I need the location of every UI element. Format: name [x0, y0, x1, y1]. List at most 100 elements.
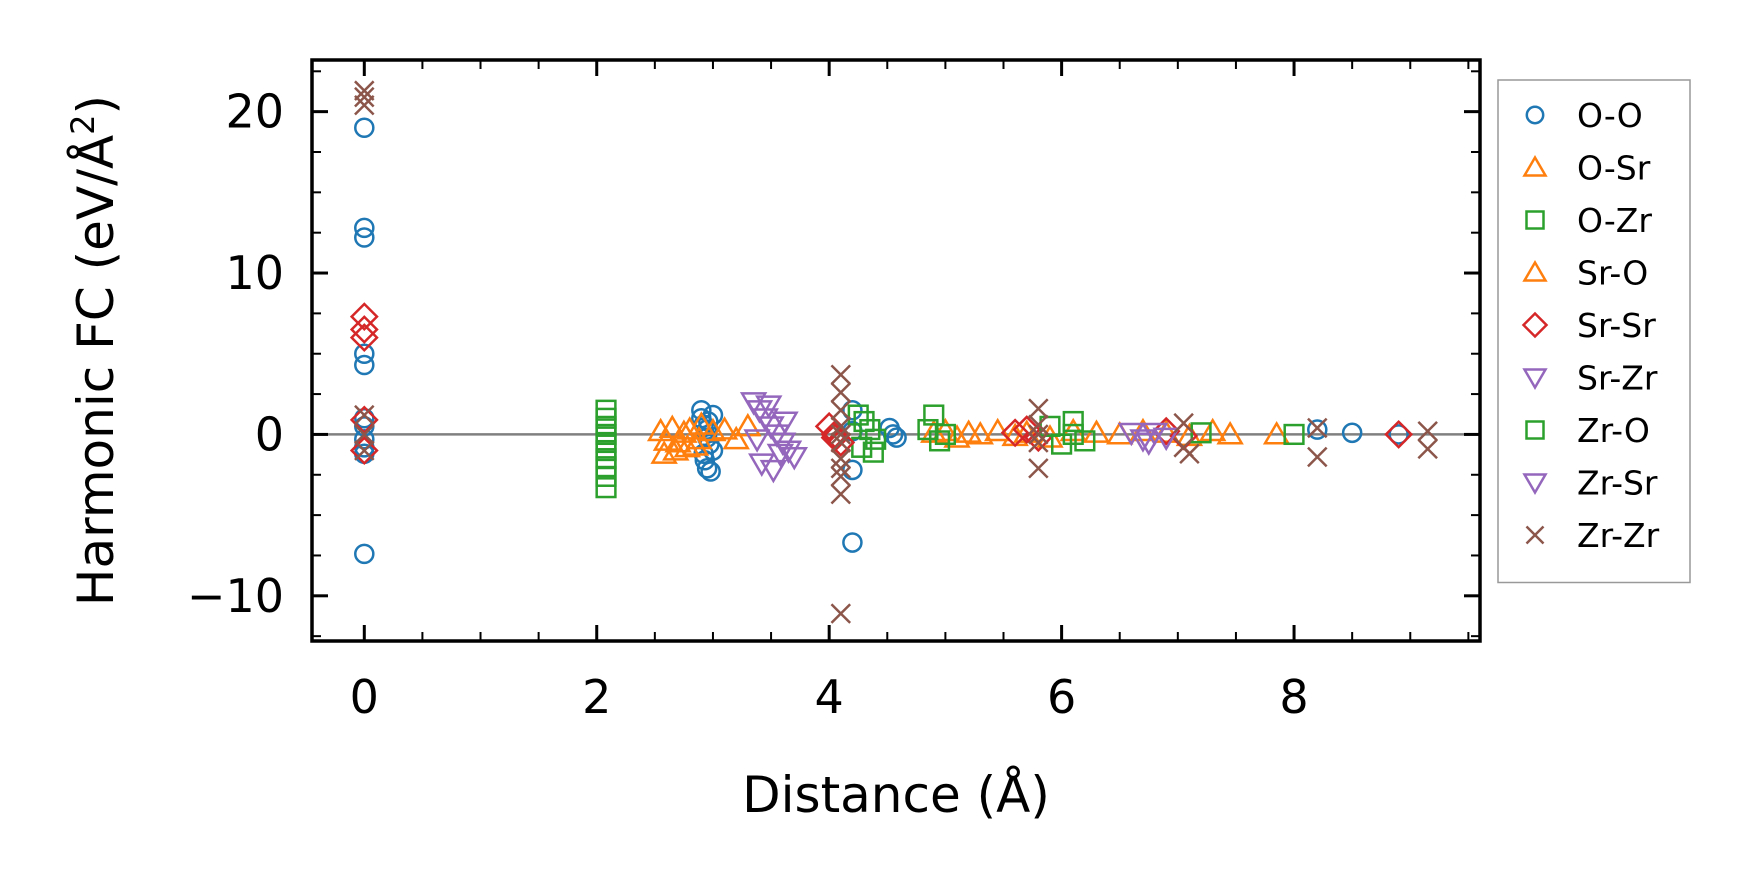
data-point-o-sr: [662, 437, 690, 461]
data-point-o-zr: [853, 410, 875, 433]
data-point-zr-o: [1074, 430, 1096, 452]
data-point-o-zr: [928, 430, 951, 452]
legend-entry: Zr-O: [1525, 411, 1650, 450]
data-point-o-o: [354, 117, 375, 139]
data-point-o-zr: [934, 423, 956, 446]
x-tick-label: 8: [1279, 670, 1308, 724]
data-point-sr-sr: [826, 428, 856, 457]
x-tick-label: 2: [582, 670, 611, 724]
data-point-sr-sr: [1384, 420, 1414, 449]
data-point-zr-zr: [830, 448, 852, 469]
data-point-zr-zr: [354, 424, 375, 445]
series-o-zr: [595, 399, 956, 499]
legend-label: O-Sr: [1577, 149, 1651, 188]
y-tick-label: 0: [255, 407, 284, 461]
data-point-zr-zr: [830, 382, 852, 403]
data-point-zr-zr: [830, 416, 852, 437]
series-o-sr: [646, 411, 1029, 464]
legend-marker: [1522, 368, 1548, 390]
data-point-o-sr: [966, 420, 994, 445]
data-markers: [349, 80, 1438, 624]
data-point-zr-zr: [830, 458, 852, 479]
legend-label: Sr-O: [1577, 254, 1648, 293]
legend-marker: [1521, 311, 1549, 339]
data-point-zr-zr: [1028, 432, 1049, 453]
data-point-o-sr: [673, 433, 702, 458]
y-axis-label: Harmonic FC (eV/Å2): [64, 95, 125, 606]
data-point-o-zr: [595, 465, 617, 487]
legend: O-O O-Sr O-Zr Sr-O Sr-Sr Sr-Zr Zr-O Zr-Sr Zr-Zr: [1497, 79, 1691, 584]
data-point-sr-zr: [771, 411, 799, 435]
x-tick-label: 0: [350, 670, 379, 724]
legend-entry: O-O: [1525, 96, 1643, 135]
data-point-zr-zr: [1028, 414, 1049, 435]
data-point-o-o: [1388, 424, 1409, 445]
data-point-zr-zr: [354, 86, 375, 108]
data-point-o-sr: [658, 414, 687, 439]
x-tick-label: 4: [815, 670, 844, 724]
legend-label: Sr-Zr: [1577, 359, 1658, 398]
data-point-o-o: [354, 217, 375, 239]
data-point-zr-zr: [1417, 438, 1438, 460]
data-point-o-o: [354, 543, 375, 565]
data-point-o-o: [691, 399, 712, 421]
data-point-zr-zr: [830, 603, 852, 624]
data-point-o-zr: [851, 436, 873, 458]
data-point-sr-zr: [780, 446, 809, 471]
data-point-o-o: [354, 428, 375, 450]
data-point-o-o: [1307, 419, 1328, 440]
data-point-zr-sr: [1135, 432, 1163, 456]
legend-marker: [1525, 105, 1545, 125]
legend-entry: Zr-Sr: [1522, 464, 1658, 503]
y-axis-label-close: ): [67, 95, 125, 115]
legend-label: O-Zr: [1577, 201, 1652, 240]
legend-entry: Sr-Sr: [1521, 306, 1656, 345]
data-point-o-o: [886, 427, 907, 448]
data-point-zr-zr: [830, 399, 852, 421]
data-point-zr-zr: [354, 404, 375, 426]
data-point-sr-sr: [349, 302, 379, 332]
data-point-o-sr: [685, 425, 713, 450]
data-point-o-o: [700, 461, 721, 482]
y-tick-label: 10: [225, 246, 284, 300]
data-point-sr-zr: [766, 443, 795, 468]
data-point-sr-sr: [349, 323, 379, 353]
data-point-sr-zr: [755, 395, 783, 419]
data-point-zr-zr: [354, 94, 375, 116]
data-point-o-zr: [862, 441, 884, 463]
data-point-zr-zr: [354, 80, 375, 101]
legend-entry: Sr-O: [1522, 254, 1648, 293]
data-point-sr-zr: [748, 453, 776, 477]
data-point-sr-sr: [1012, 415, 1042, 444]
data-point-zr-zr: [1173, 412, 1194, 434]
x-tick-label: 6: [1047, 670, 1076, 724]
series-sr-zr: [739, 392, 809, 484]
data-point-zr-zr: [1417, 420, 1438, 442]
data-point-o-sr: [931, 417, 960, 442]
legend-label: Zr-Zr: [1577, 516, 1660, 555]
data-point-sr-o: [1198, 417, 1227, 442]
data-point-zr-zr: [830, 424, 852, 445]
legend-entry: O-Sr: [1522, 149, 1651, 188]
data-point-o-o: [842, 532, 863, 553]
data-point-zr-zr: [1307, 417, 1328, 439]
data-point-o-sr: [722, 425, 750, 450]
data-point-o-o: [842, 399, 863, 421]
tick-labels: 0 2 4 6 8 −10 0 10 20: [187, 85, 1309, 724]
data-point-sr-zr: [743, 429, 771, 453]
series-zr-o: [1039, 410, 1305, 455]
legend-label: O-O: [1577, 96, 1643, 135]
data-point-o-zr: [917, 418, 939, 441]
legend-marker: [1525, 420, 1545, 440]
data-point-o-o: [354, 227, 375, 248]
data-point-o-sr: [710, 416, 739, 440]
legend-label: Zr-Sr: [1577, 464, 1658, 503]
y-tick-label: −10: [187, 569, 284, 623]
legend-marker: [1522, 155, 1548, 177]
plot-frame: [310, 58, 1482, 643]
data-point-zr-sr: [1129, 429, 1157, 453]
data-point-sr-sr: [1000, 418, 1030, 448]
y-axis-label-superscript: 2: [64, 114, 102, 134]
data-point-zr-zr: [830, 483, 852, 505]
